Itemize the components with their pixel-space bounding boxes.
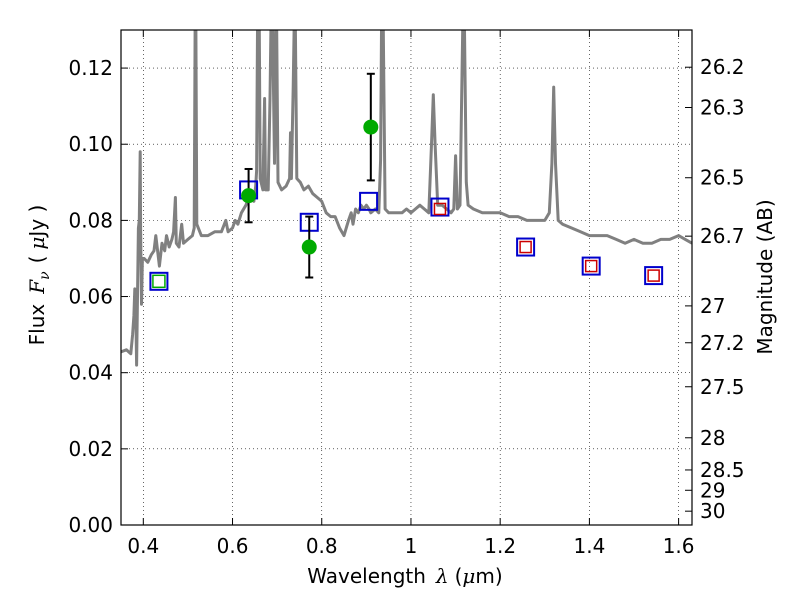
x-axis-label: Wavelength λ (μm) [307, 564, 502, 588]
mag-tick-label: 26.5 [700, 166, 745, 190]
model-red-marker [433, 202, 447, 216]
y-tick-label: 0.00 [68, 513, 113, 537]
spectrum-line [121, 30, 692, 367]
x-tick-label: 1.2 [484, 534, 516, 558]
x-tick-label: 0.8 [306, 534, 338, 558]
model-blue-marker [516, 237, 536, 257]
mag-tick-label: 30 [700, 499, 725, 523]
grid [121, 30, 692, 526]
mag-tick-label: 26.2 [700, 55, 745, 79]
x-tick-label: 0.6 [217, 534, 249, 558]
mag-tick-label: 28 [700, 426, 725, 450]
observed-marker [241, 188, 257, 204]
mag-tick-label: 27.5 [700, 375, 745, 399]
markers-layer [149, 72, 664, 291]
x-tick-label: 1.6 [663, 534, 695, 558]
model-blue-marker [581, 256, 601, 276]
y-tick-label: 0.02 [68, 437, 113, 461]
spectrum-layer [121, 30, 692, 367]
mag-tick-label: 27 [700, 294, 725, 318]
x-tick-label: 0.4 [127, 534, 159, 558]
model-red-marker [584, 259, 598, 273]
x-tick-label: 1.4 [573, 534, 605, 558]
y-tick-label: 0.12 [68, 56, 113, 80]
observed-marker [363, 119, 379, 135]
observed-marker [152, 274, 166, 289]
x-tick-label: 1 [405, 534, 418, 558]
model-red-marker [519, 240, 532, 254]
y-axis-label: FluxFν(μJy ) [25, 205, 53, 346]
mag-tick-label: 29 [700, 478, 725, 502]
model-blue-marker [430, 197, 450, 217]
y-tick-label: 0.10 [68, 132, 113, 156]
model-blue-marker [644, 266, 664, 286]
model-blue-marker [149, 271, 169, 291]
plot-frame [120, 29, 693, 526]
y-tick-label: 0.08 [68, 208, 113, 232]
observed-marker [301, 239, 317, 255]
mag-tick-label: 28.5 [700, 458, 745, 482]
y-tick-label: 0.04 [68, 361, 113, 385]
ticks: 0.4 0.6 0.8 1 1.2 1.4 1.6 0.00 0.02 0.04 0.06 0.08 0… [68, 30, 745, 558]
mag-tick-label: 26.3 [700, 95, 745, 119]
mag-tick-label: 26.7 [700, 224, 745, 248]
mag-tick-label: 27.2 [700, 331, 745, 355]
model-blue-marker [359, 191, 379, 211]
model-red-marker [647, 269, 660, 282]
y2-axis-label: Magnitude (AB) [753, 199, 777, 354]
y-tick-label: 0.06 [68, 285, 113, 309]
